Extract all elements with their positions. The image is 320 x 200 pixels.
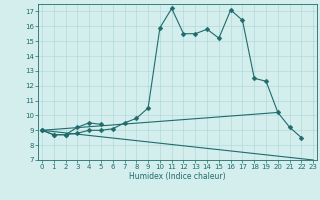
X-axis label: Humidex (Indice chaleur): Humidex (Indice chaleur) [129, 172, 226, 181]
